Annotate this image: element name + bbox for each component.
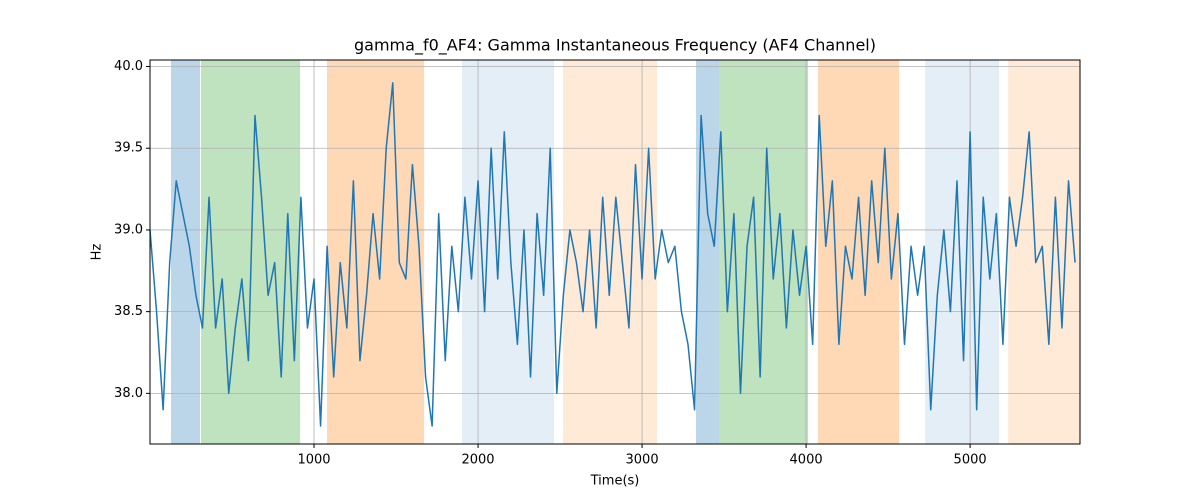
labels: 1000 2000 3000 4000 5000 38.0 38.5 39.0 39.5 40.0 bbox=[114, 59, 987, 467]
y-tick-label: 40.0 bbox=[114, 59, 143, 74]
x-tick-label: 5000 bbox=[954, 453, 987, 468]
highlight-span bbox=[696, 60, 720, 444]
y-tick-label: 39.0 bbox=[114, 222, 143, 237]
grid bbox=[150, 60, 1080, 444]
spans bbox=[170, 60, 1080, 444]
highlight-span bbox=[326, 60, 425, 444]
y-axis-label: Hz bbox=[90, 244, 105, 261]
highlight-span bbox=[563, 60, 657, 444]
highlight-span bbox=[461, 60, 554, 444]
data-line bbox=[149, 82, 1076, 427]
highlight-span bbox=[170, 60, 201, 444]
plot bbox=[149, 82, 1076, 427]
y-tick-label: 38.5 bbox=[114, 304, 143, 319]
highlight-span bbox=[818, 60, 900, 444]
axes-frame bbox=[149, 59, 1081, 445]
x-axis-label: Time(s) bbox=[590, 474, 640, 489]
highlight-span bbox=[201, 60, 301, 444]
x-tick-label: 4000 bbox=[790, 453, 823, 468]
y-tick-label: 39.5 bbox=[114, 141, 143, 156]
y-tick-label: 38.0 bbox=[114, 386, 143, 401]
x-tick-label: 1000 bbox=[297, 453, 330, 468]
chart-title: gamma_f0_AF4: Gamma Instantaneous Freque… bbox=[354, 36, 876, 56]
highlight-span bbox=[1008, 60, 1080, 444]
highlight-span bbox=[925, 60, 1000, 444]
x-tick-label: 3000 bbox=[626, 453, 659, 468]
x-tick-label: 2000 bbox=[461, 453, 494, 468]
